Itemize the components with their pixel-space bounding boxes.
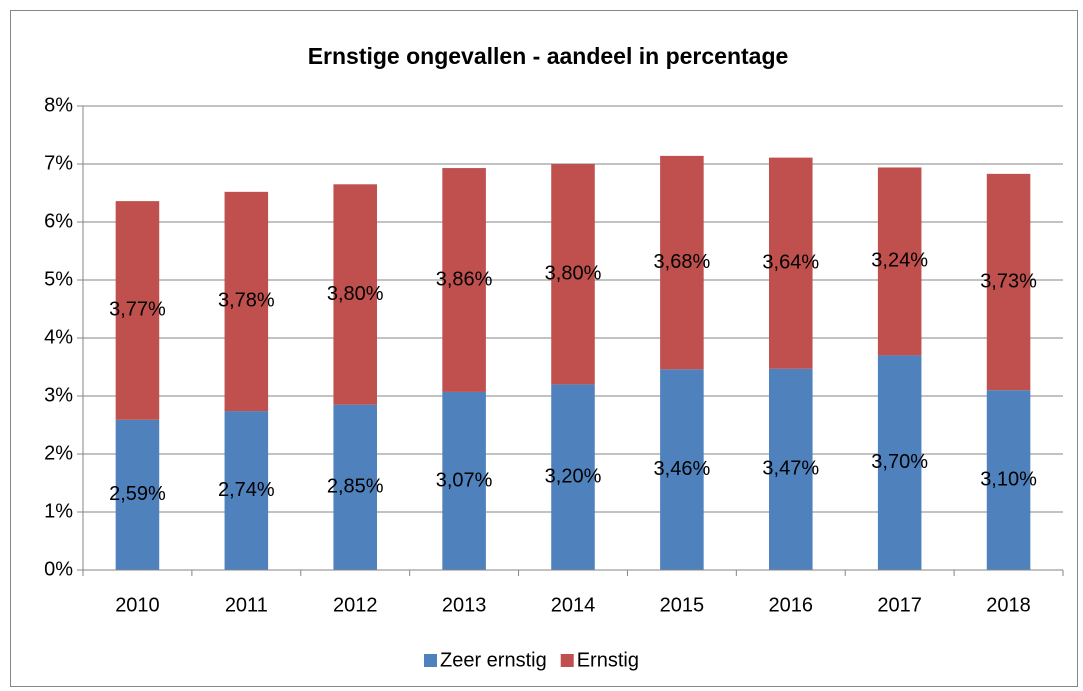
bar-segment (660, 155, 704, 370)
bar-segment (986, 390, 1031, 570)
x-tick-label: 2012 (333, 594, 378, 616)
y-tick-label: 6% (44, 210, 73, 232)
legend-label: Zeer ernstig (440, 649, 547, 671)
bar-segment (333, 184, 377, 405)
data-label: 3,78% (218, 290, 275, 312)
bar-segment (551, 384, 595, 570)
data-label: 3,20% (545, 465, 602, 487)
data-label: 3,46% (654, 458, 711, 480)
data-label: 3,07% (436, 469, 493, 491)
data-label: 3,70% (871, 451, 928, 473)
legend-label: Ernstig (577, 649, 639, 671)
bar-segment (115, 201, 160, 420)
bar-segment (442, 391, 486, 570)
x-tick-label: 2010 (115, 594, 160, 616)
y-tick-label: 0% (44, 558, 73, 580)
x-tick-label: 2011 (225, 594, 268, 616)
data-label: 3,73% (980, 270, 1037, 292)
data-label: 3,47% (762, 458, 819, 480)
x-tick-label: 2017 (877, 594, 922, 616)
bar-segment (224, 411, 269, 570)
x-tick-label: 2014 (551, 594, 596, 616)
y-tick-label: 4% (44, 326, 73, 348)
y-tick-label: 2% (44, 442, 73, 464)
bar-segment (769, 157, 813, 369)
bar-segment (660, 369, 704, 570)
data-label: 3,77% (109, 299, 166, 321)
y-tick-label: 5% (44, 268, 73, 290)
data-label: 3,10% (980, 468, 1037, 490)
x-tick-label: 2013 (442, 594, 487, 616)
data-label: 3,80% (327, 283, 384, 305)
x-tick-label: 2016 (769, 594, 814, 616)
bar-segment (986, 173, 1031, 391)
data-label: 3,64% (762, 251, 819, 273)
data-label: 3,80% (545, 262, 602, 284)
y-tick-label: 3% (44, 384, 73, 406)
data-label: 3,86% (436, 268, 493, 290)
bar-segment (115, 419, 160, 570)
bar-segment (224, 191, 269, 412)
data-label: 3,68% (654, 251, 711, 273)
bar-segment (877, 355, 922, 570)
y-tick-label: 8% (44, 94, 73, 116)
bar-segment (551, 164, 595, 385)
data-label: 2,59% (109, 483, 166, 505)
y-tick-label: 1% (44, 500, 73, 522)
data-label: 2,85% (327, 476, 384, 498)
data-label: 2,74% (218, 479, 275, 501)
x-tick-label: 2015 (660, 594, 705, 616)
y-tick-label: 7% (44, 152, 73, 174)
bar-segment (333, 404, 377, 570)
bar-segment (442, 168, 486, 392)
bar-segment (877, 167, 922, 356)
x-tick-label: 2018 (986, 594, 1031, 616)
data-label: 3,24% (871, 250, 928, 272)
bar-segment (769, 368, 813, 570)
legend-swatch (424, 654, 437, 667)
chart-title: Ernstige ongevallen - aandeel in percent… (308, 43, 789, 69)
legend-swatch (560, 654, 574, 667)
